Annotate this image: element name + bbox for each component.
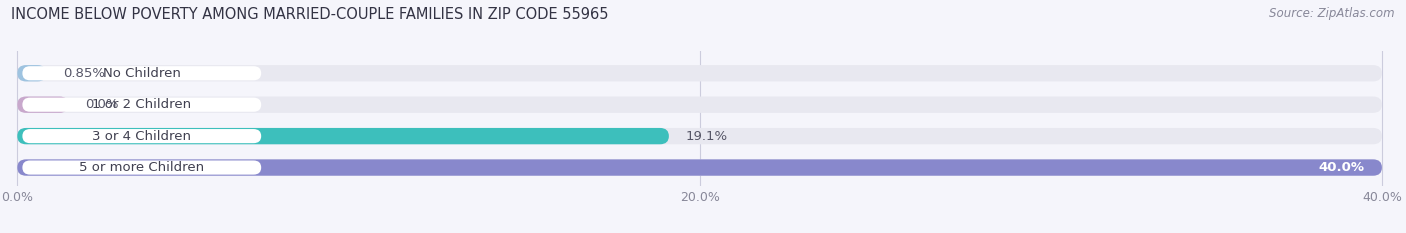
FancyBboxPatch shape	[17, 96, 69, 113]
FancyBboxPatch shape	[17, 159, 1382, 176]
FancyBboxPatch shape	[17, 96, 1382, 113]
FancyBboxPatch shape	[22, 129, 262, 143]
Text: No Children: No Children	[103, 67, 181, 80]
Text: 0.85%: 0.85%	[63, 67, 105, 80]
FancyBboxPatch shape	[22, 66, 262, 80]
FancyBboxPatch shape	[17, 128, 1382, 144]
FancyBboxPatch shape	[17, 159, 1382, 176]
FancyBboxPatch shape	[22, 98, 262, 112]
Text: 5 or more Children: 5 or more Children	[79, 161, 204, 174]
FancyBboxPatch shape	[17, 128, 669, 144]
Text: 0.0%: 0.0%	[86, 98, 120, 111]
FancyBboxPatch shape	[17, 65, 46, 81]
FancyBboxPatch shape	[17, 65, 1382, 81]
Text: INCOME BELOW POVERTY AMONG MARRIED-COUPLE FAMILIES IN ZIP CODE 55965: INCOME BELOW POVERTY AMONG MARRIED-COUPL…	[11, 7, 609, 22]
Text: 40.0%: 40.0%	[1319, 161, 1365, 174]
Text: 3 or 4 Children: 3 or 4 Children	[93, 130, 191, 143]
FancyBboxPatch shape	[22, 161, 262, 175]
Text: Source: ZipAtlas.com: Source: ZipAtlas.com	[1270, 7, 1395, 20]
Text: 1 or 2 Children: 1 or 2 Children	[93, 98, 191, 111]
Text: 19.1%: 19.1%	[686, 130, 728, 143]
